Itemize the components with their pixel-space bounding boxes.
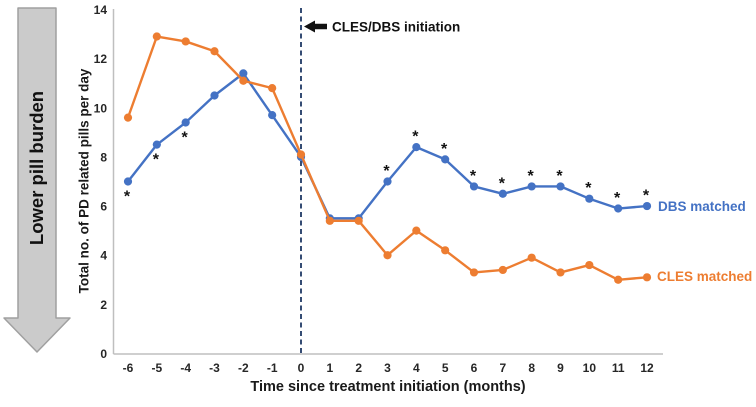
data-point bbox=[412, 143, 421, 152]
significance-asterisk: * bbox=[470, 168, 477, 185]
data-point bbox=[152, 32, 161, 41]
data-point bbox=[469, 268, 479, 277]
x-tick-label: -3 bbox=[209, 361, 220, 375]
data-point bbox=[354, 216, 363, 225]
x-tick-label: 5 bbox=[442, 361, 449, 375]
data-point bbox=[527, 253, 536, 262]
cles-line bbox=[126, 35, 649, 281]
x-tick-label: 10 bbox=[583, 361, 597, 375]
down-arrow-icon bbox=[3, 7, 71, 353]
data-point bbox=[123, 113, 133, 122]
significance-asterisk: * bbox=[499, 175, 506, 192]
data-point bbox=[152, 140, 161, 149]
significance-asterisk: * bbox=[383, 163, 390, 180]
y-tick-label: 4 bbox=[100, 249, 107, 263]
y-axis-tick-labels: 0 2 4 6 8 10 12 14 bbox=[94, 3, 108, 361]
data-point bbox=[585, 260, 594, 270]
x-tick-label: 2 bbox=[355, 361, 362, 375]
significance-asterisk: * bbox=[643, 188, 650, 205]
data-point bbox=[181, 118, 190, 127]
series-plot: * * * * * * * * * * * * * bbox=[123, 32, 652, 284]
x-tick-label: 9 bbox=[557, 361, 564, 375]
x-axis-title: Time since treatment initiation (months) bbox=[250, 379, 525, 395]
x-axis-tick-labels: -6 -5 -4 -3 -2 -1 0 1 2 3 4 5 6 7 8 9 10 11 12 bbox=[123, 361, 654, 375]
significance-asterisk: * bbox=[614, 190, 621, 207]
data-point bbox=[614, 204, 623, 213]
dbs-series-label: DBS matched bbox=[658, 199, 746, 214]
initiation-annotation: CLES/DBS initiation bbox=[304, 20, 460, 35]
x-tick-label: 6 bbox=[471, 361, 478, 375]
data-point bbox=[239, 69, 248, 78]
left-arrow-icon bbox=[304, 20, 327, 33]
x-tick-label: 4 bbox=[413, 361, 420, 375]
significance-asterisk: * bbox=[441, 141, 448, 158]
x-tick-label: -5 bbox=[151, 361, 162, 375]
y-tick-label: 0 bbox=[100, 347, 107, 361]
data-point bbox=[642, 273, 652, 282]
significance-asterisk: * bbox=[585, 180, 592, 197]
x-tick-label: 8 bbox=[528, 361, 535, 375]
data-point bbox=[556, 268, 565, 277]
cles-series-label: CLES matched bbox=[657, 269, 752, 284]
y-tick-label: 12 bbox=[94, 52, 108, 66]
x-tick-label: 11 bbox=[612, 361, 625, 375]
x-tick-label: 12 bbox=[640, 361, 654, 375]
banner-label: Lower pill burden bbox=[26, 91, 47, 245]
data-point bbox=[268, 111, 277, 120]
x-tick-label: 3 bbox=[384, 361, 391, 375]
significance-asterisk: * bbox=[153, 152, 160, 169]
y-axis-title: Total no. of PD related pills per day bbox=[77, 68, 92, 293]
significance-asterisk: * bbox=[556, 168, 563, 185]
data-point bbox=[181, 37, 190, 46]
x-tick-label: -2 bbox=[238, 361, 249, 375]
data-point bbox=[123, 177, 133, 186]
data-point bbox=[469, 182, 479, 191]
data-point bbox=[383, 251, 392, 260]
significance-asterisk: * bbox=[412, 129, 419, 146]
significance-asterisk: * bbox=[124, 189, 131, 206]
data-point bbox=[210, 47, 219, 56]
data-point bbox=[527, 182, 536, 191]
data-point bbox=[498, 189, 507, 198]
data-point bbox=[441, 155, 450, 164]
dbs-line bbox=[126, 72, 649, 220]
data-point bbox=[268, 84, 277, 93]
data-point bbox=[383, 177, 392, 186]
initiation-label: CLES/DBS initiation bbox=[332, 20, 460, 35]
y-tick-label: 14 bbox=[94, 3, 108, 17]
data-point bbox=[642, 201, 652, 211]
x-tick-label: 7 bbox=[499, 361, 506, 375]
data-point bbox=[412, 226, 421, 235]
data-point bbox=[239, 76, 248, 85]
x-tick-label: -1 bbox=[267, 361, 278, 375]
x-tick-label: -4 bbox=[180, 361, 191, 375]
data-point bbox=[325, 216, 334, 225]
significance-asterisk: * bbox=[528, 168, 535, 185]
x-tick-label: -6 bbox=[123, 361, 134, 375]
y-tick-label: 2 bbox=[100, 298, 107, 312]
x-tick-label: 0 bbox=[298, 361, 305, 375]
data-point bbox=[498, 265, 507, 275]
y-tick-label: 6 bbox=[100, 200, 107, 214]
data-point bbox=[210, 91, 219, 100]
x-tick-label: 1 bbox=[326, 361, 333, 375]
y-tick-label: 10 bbox=[94, 101, 108, 115]
data-point bbox=[441, 246, 450, 255]
y-tick-label: 8 bbox=[100, 150, 107, 164]
data-point bbox=[556, 182, 565, 191]
data-point bbox=[614, 275, 623, 284]
data-point bbox=[296, 150, 306, 159]
data-point bbox=[585, 194, 594, 203]
significance-asterisk: * bbox=[182, 130, 189, 147]
pill-burden-banner: Lower pill burden bbox=[3, 7, 71, 353]
